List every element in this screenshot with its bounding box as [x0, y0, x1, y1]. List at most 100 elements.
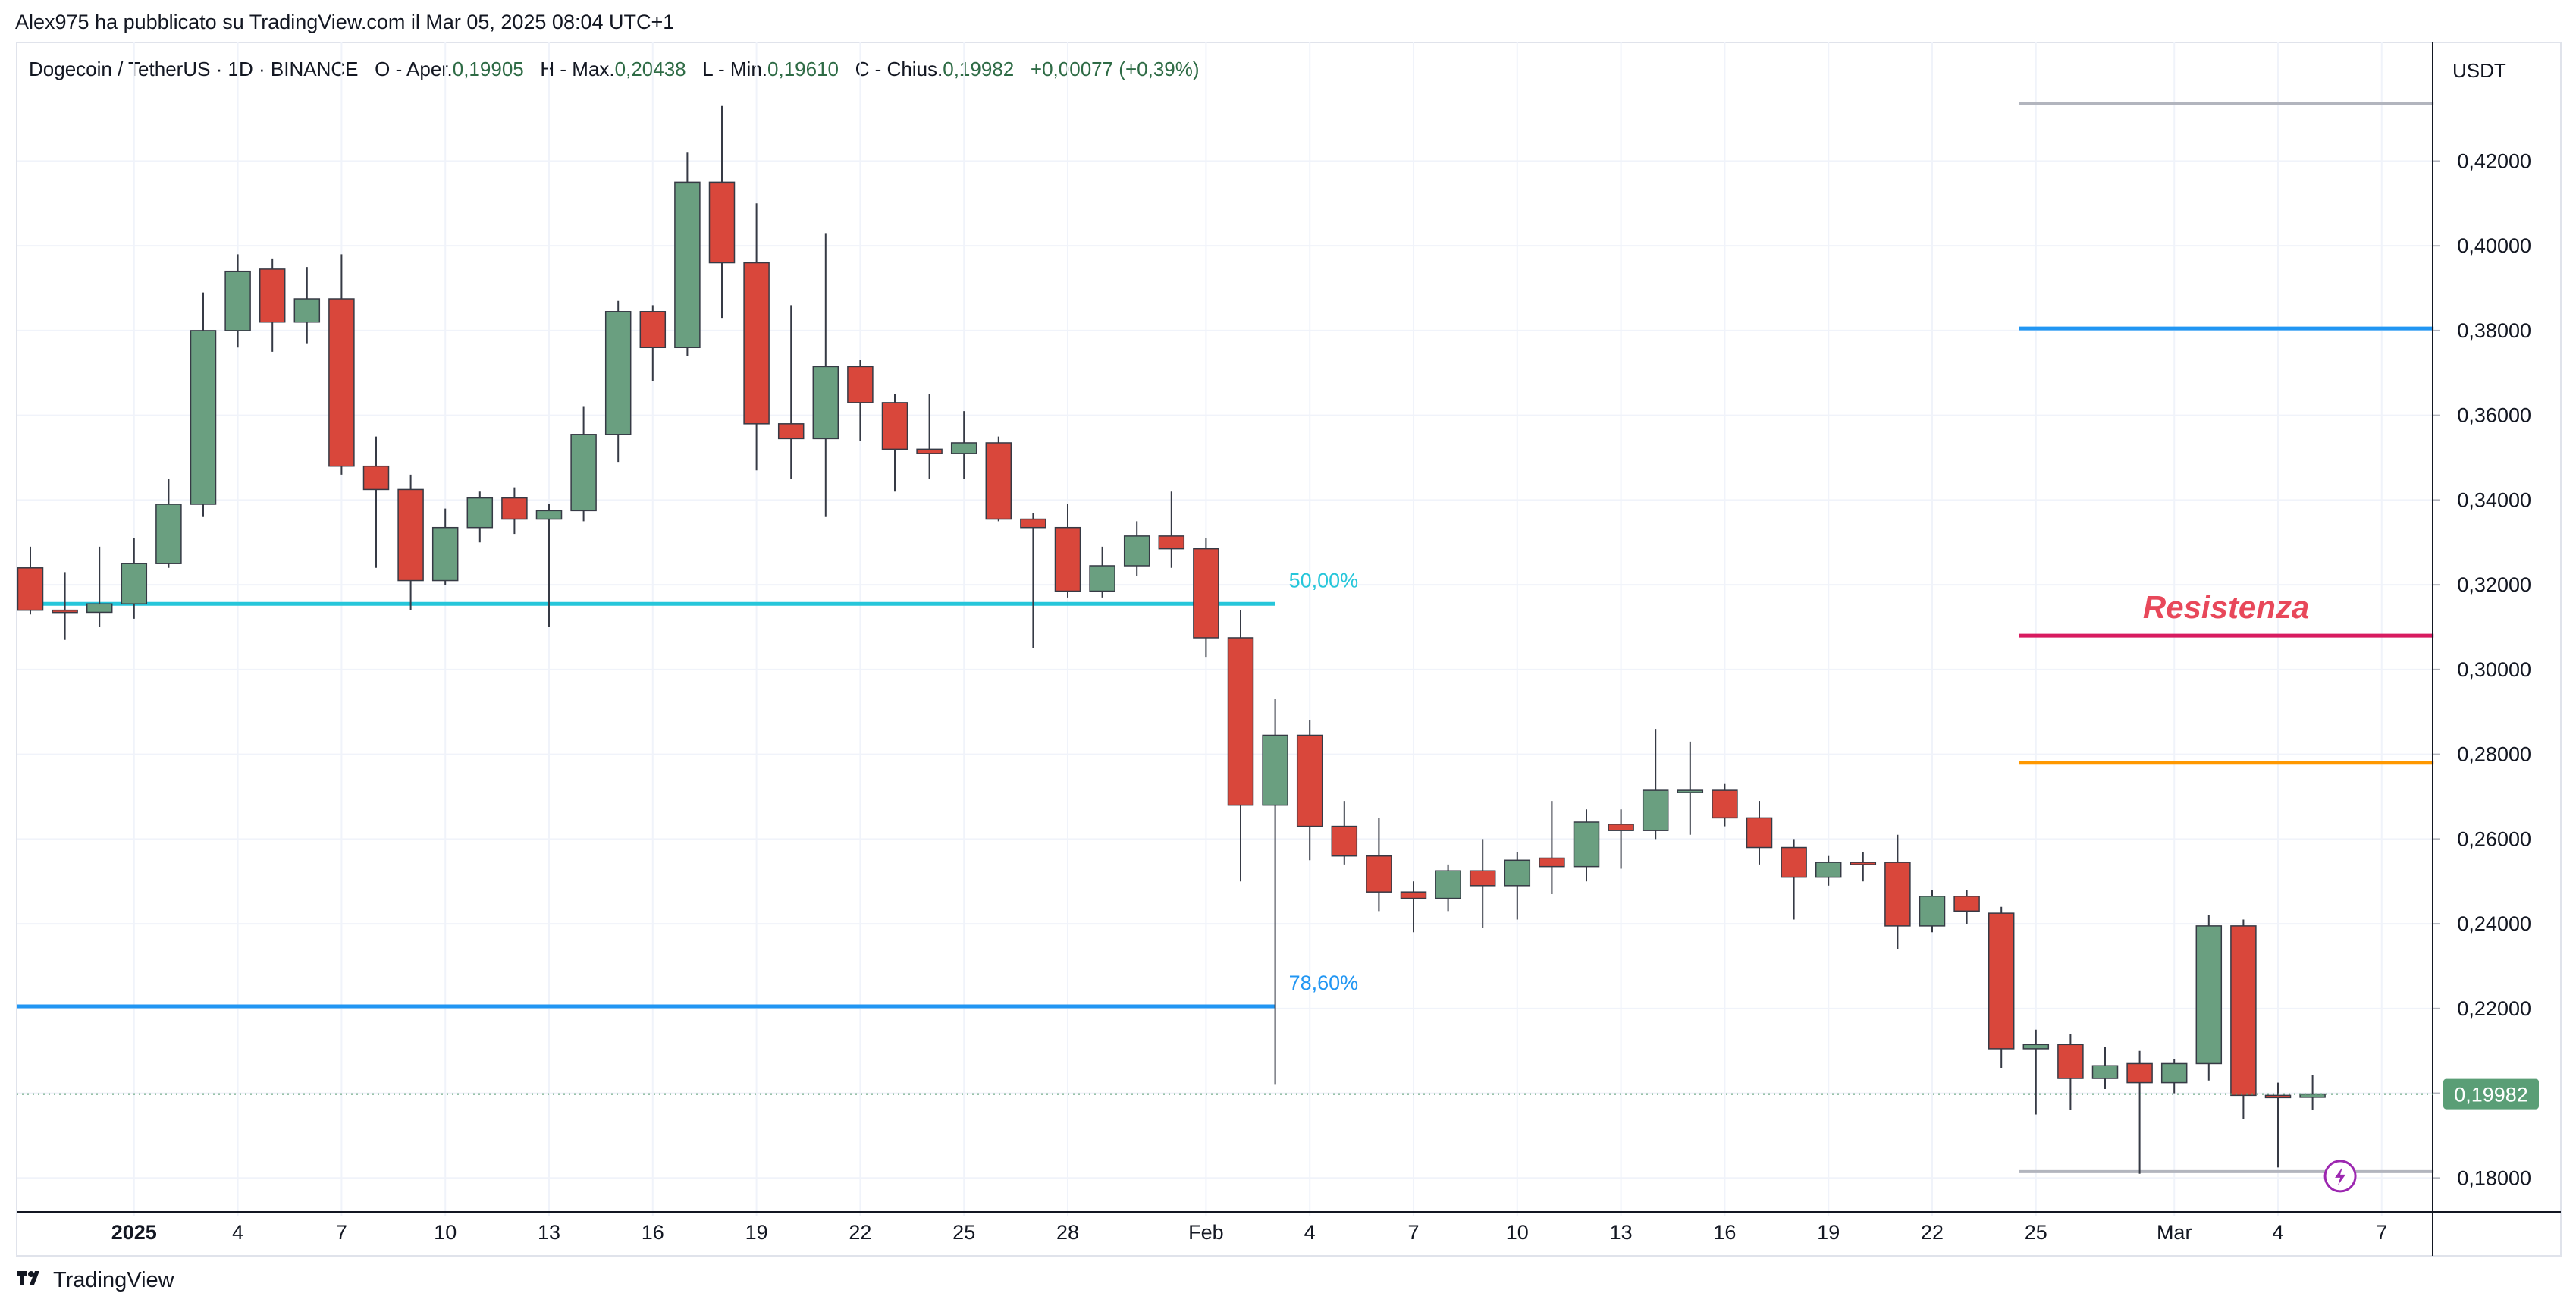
candle — [1953, 890, 1980, 924]
candle-body — [1642, 789, 1669, 831]
candle-body — [1366, 855, 1392, 893]
candle-body — [2022, 1044, 2050, 1050]
candle-body — [1504, 859, 1531, 887]
candle-body — [1123, 535, 1150, 567]
candle-body — [1781, 846, 1807, 878]
overlay: 0,19982 — [17, 1078, 2539, 1193]
candle-body — [604, 311, 632, 435]
candle-body — [1677, 789, 1704, 793]
candle — [121, 538, 148, 619]
candle — [17, 546, 44, 615]
y-tick-label: 0,34000 — [2457, 488, 2531, 511]
y-tick-label: 0,40000 — [2457, 234, 2531, 257]
candle-body — [674, 181, 701, 349]
candle-body — [1573, 821, 1600, 868]
candle-body — [743, 262, 770, 425]
candle — [2264, 1082, 2292, 1168]
candle — [674, 152, 701, 356]
candle — [2160, 1059, 2188, 1094]
high-label: H - Max. — [540, 58, 615, 80]
tradingview-brand[interactable]: TradingView — [15, 1268, 174, 1293]
candle-body — [1953, 896, 1980, 912]
x-tick-label: 7 — [336, 1221, 347, 1244]
candles — [17, 105, 2326, 1174]
candle — [812, 233, 839, 517]
candle-body — [1020, 518, 1046, 529]
candle-body — [52, 609, 78, 614]
candle-body — [1469, 870, 1496, 887]
candle — [1400, 881, 1427, 933]
candle-body — [1712, 789, 1738, 819]
candle-body — [1746, 817, 1773, 849]
candle — [1815, 855, 1842, 886]
candle-body — [259, 268, 286, 323]
candle — [1781, 839, 1807, 920]
candle — [86, 546, 113, 627]
candle — [1089, 546, 1115, 598]
symbol-label[interactable]: Dogecoin / TetherUS · 1D · BINANCE — [29, 58, 359, 80]
candle — [1020, 513, 1046, 648]
tradingview-logo-icon — [15, 1269, 45, 1292]
x-tick-label: 4 — [232, 1221, 243, 1244]
close-value: 0,19982 — [943, 58, 1015, 80]
close-label: C - Chius. — [855, 58, 943, 80]
candle-body — [501, 497, 528, 520]
x-tick-label: 22 — [1921, 1221, 1944, 1244]
candle — [190, 292, 217, 517]
candle — [1296, 720, 1323, 861]
candle-body — [777, 423, 805, 440]
candle — [1850, 852, 1877, 882]
last-price-badge — [2443, 1078, 2539, 1110]
candle — [501, 487, 528, 535]
candle-body — [950, 442, 977, 454]
candle-body — [1158, 535, 1185, 550]
candle — [2057, 1034, 2084, 1110]
candle-body — [570, 434, 597, 512]
candle-body — [1296, 734, 1323, 827]
candle-body — [397, 488, 424, 582]
y-tick-label: 0,38000 — [2457, 319, 2531, 342]
candle — [293, 267, 321, 344]
candle-body — [190, 330, 217, 505]
x-tick-label: 4 — [1304, 1221, 1316, 1244]
candle — [535, 504, 563, 627]
candle-body — [431, 526, 459, 582]
candle-body — [1054, 526, 1081, 592]
last-price-label: 0,19982 — [2454, 1084, 2528, 1106]
y-tick-label: 0,22000 — [2457, 997, 2531, 1020]
candle-body — [1988, 912, 2015, 1050]
candle — [1573, 809, 1600, 882]
candle-body — [2160, 1062, 2188, 1084]
candle-body — [1884, 862, 1911, 927]
x-tick-label: 25 — [2025, 1221, 2047, 1244]
candle-body — [121, 563, 148, 605]
level-label-fib-786: 78,60% — [1289, 971, 1359, 994]
currency-label[interactable]: USDT — [2452, 59, 2506, 82]
x-tick-label: 13 — [538, 1221, 560, 1244]
y-tick-label: 0,36000 — [2457, 404, 2531, 427]
candle-body — [1262, 734, 1288, 806]
candle-body — [1089, 565, 1115, 592]
candle — [1435, 864, 1461, 912]
x-tick-label: 25 — [952, 1221, 975, 1244]
candle — [1539, 801, 1565, 894]
candle — [224, 254, 251, 348]
candle — [1608, 809, 1634, 869]
axes: 0,180000,200000,220000,240000,260000,280… — [17, 42, 2561, 1256]
candle-body — [2057, 1044, 2084, 1079]
candle — [1884, 834, 1911, 949]
candle — [2091, 1047, 2119, 1089]
candle — [1642, 729, 1669, 840]
candle — [1988, 906, 2015, 1069]
candle — [881, 394, 908, 492]
y-tick-label: 0,18000 — [2457, 1166, 2531, 1189]
candle-body — [466, 497, 494, 529]
level-label-resistenza: Resistenza — [2143, 589, 2309, 625]
candle-body — [535, 510, 563, 520]
y-tick-label: 0,28000 — [2457, 743, 2531, 766]
x-tick-label: 16 — [1713, 1221, 1736, 1244]
candle — [2230, 919, 2257, 1119]
candle-body — [2230, 925, 2257, 1097]
candle-body — [2091, 1065, 2119, 1079]
